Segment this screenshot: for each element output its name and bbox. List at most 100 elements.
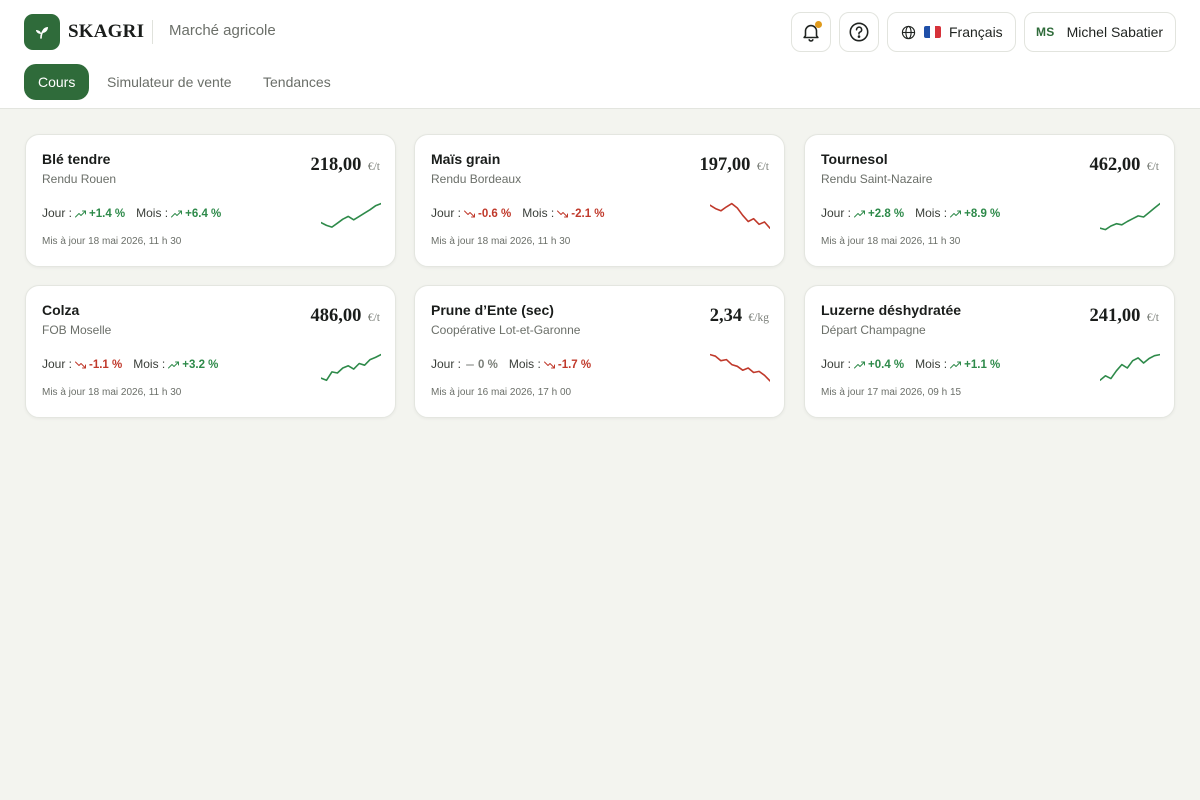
help-button[interactable] [839, 12, 879, 52]
french-flag-icon [924, 26, 941, 38]
trend-down-icon [543, 361, 555, 369]
price-value: 218,00 [310, 155, 362, 175]
product-name: Blé tendre [42, 151, 111, 167]
price-value: 486,00 [310, 306, 362, 326]
sparkline [1100, 202, 1160, 231]
product-name: Luzerne déshydratée [821, 302, 962, 318]
day-label: Jour : [821, 357, 852, 371]
product-name: Prune d’Ente (sec) [431, 302, 554, 318]
notifications-button[interactable] [791, 12, 831, 52]
tab-tendances[interactable]: Tendances [263, 74, 331, 90]
price-card[interactable]: Maïs grain Rendu Bordeaux 197,00 €/t Jou… [414, 134, 785, 267]
day-change: +2.8 % [854, 208, 904, 220]
sparkline [710, 202, 770, 230]
month-change: +1.1 % [950, 359, 1000, 371]
day-label: Jour : [42, 357, 73, 371]
product-name: Tournesol [821, 151, 888, 167]
updated-timestamp: Mis à jour 18 mai 2026, 11 h 30 [42, 387, 182, 398]
price-card[interactable]: Luzerne déshydratée Départ Champagne 241… [804, 285, 1175, 418]
logo[interactable] [24, 14, 60, 50]
price: 462,00 €/t [1090, 155, 1159, 176]
month-label: Mois : [508, 357, 541, 371]
language-label: Français [949, 24, 1003, 40]
sparkline-path [710, 202, 770, 230]
trend-down-icon [75, 361, 87, 369]
month-change: -1.7 % [543, 359, 591, 371]
sparkline-path [1100, 353, 1160, 382]
brand-name: SKAGRI [68, 21, 145, 42]
day-change: +0.4 % [854, 359, 904, 371]
updated-timestamp: Mis à jour 18 mai 2026, 11 h 30 [431, 236, 571, 247]
notification-dot [815, 21, 822, 28]
help-icon [849, 22, 869, 42]
month-change: -2.1 % [557, 208, 605, 220]
product-location: Départ Champagne [821, 323, 926, 337]
day-change: 0 % [464, 359, 498, 371]
price-card[interactable]: Tournesol Rendu Saint-Nazaire 462,00 €/t… [804, 134, 1175, 267]
price-card[interactable]: Blé tendre Rendu Rouen 218,00 €/t Jour :… [25, 134, 396, 267]
price-unit: €/t [1146, 312, 1159, 324]
updated-timestamp: Mis à jour 16 mai 2026, 17 h 00 [431, 387, 572, 398]
price: 486,00 €/t [311, 306, 380, 327]
sparkline [710, 353, 770, 382]
day-label: Jour : [42, 206, 73, 220]
sparkline [1100, 353, 1160, 382]
sparkline-path [710, 353, 770, 382]
sparkline-path [321, 202, 381, 228]
trend-up-icon [854, 210, 866, 218]
product-name: Maïs grain [431, 151, 501, 167]
month-change: +3.2 % [168, 359, 218, 371]
price-unit: €/kg [748, 312, 769, 324]
bell-icon [803, 24, 819, 42]
updated-timestamp: Mis à jour 18 mai 2026, 11 h 30 [42, 236, 182, 247]
price-value: 241,00 [1089, 306, 1141, 326]
tab-simulateur-de-vente[interactable]: Simulateur de vente [107, 74, 232, 90]
price-unit: €/t [367, 312, 380, 324]
month-label: Mois : [136, 206, 169, 220]
price-unit: €/t [367, 161, 380, 173]
price: 197,00 €/t [700, 155, 769, 176]
trend-up-icon [950, 361, 962, 369]
price-unit: €/t [1146, 161, 1159, 173]
trend-up-icon [168, 361, 180, 369]
app-subtitle: Marché agricole [169, 22, 276, 39]
day-label: Jour : [821, 206, 852, 220]
month-label: Mois : [915, 206, 948, 220]
product-location: Rendu Saint-Nazaire [821, 172, 933, 186]
trend-down-icon [464, 210, 476, 218]
product-location: Rendu Rouen [42, 172, 117, 186]
price-unit: €/t [756, 161, 769, 173]
price: 218,00 €/t [311, 155, 380, 176]
sparkline [321, 353, 381, 382]
day-label: Jour : [431, 357, 462, 371]
price-card[interactable]: Colza FOB Moselle 486,00 €/t Jour : -1.1 … [25, 285, 396, 418]
day-label: Jour : [431, 206, 462, 220]
product-location: Rendu Bordeaux [431, 172, 522, 186]
trend-up-icon [171, 210, 183, 218]
user-menu[interactable]: MS Michel Sabatier [1024, 12, 1176, 52]
user-name: Michel Sabatier [1066, 24, 1164, 40]
globe-icon [901, 25, 916, 39]
tab-cours[interactable]: Cours [24, 64, 90, 100]
day-change: +1.4 % [75, 208, 125, 220]
updated-timestamp: Mis à jour 17 mai 2026, 09 h 15 [821, 387, 962, 398]
trend-flat-icon [466, 364, 475, 366]
trend-up-icon [75, 210, 87, 218]
sparkline-path [1100, 202, 1160, 231]
trend-down-icon [557, 210, 569, 218]
month-change: +8.9 % [950, 208, 1000, 220]
price-value: 2,34 [709, 306, 743, 326]
sparkline [321, 202, 381, 228]
trend-up-icon [854, 361, 866, 369]
avatar: MS [1036, 25, 1055, 39]
price-value: 197,00 [699, 155, 751, 175]
sparkline-path [321, 353, 381, 382]
price-card[interactable]: Prune d’Ente (sec) Coopérative Lot-et-Ga… [414, 285, 785, 418]
product-name: Colza [42, 302, 80, 318]
month-change: +6.4 % [171, 208, 221, 220]
language-selector[interactable]: Français [887, 12, 1016, 52]
month-label: Mois : [522, 206, 555, 220]
day-change: -1.1 % [75, 359, 122, 371]
price: 2,34 €/kg [710, 306, 769, 327]
day-change: -0.6 % [464, 208, 511, 220]
